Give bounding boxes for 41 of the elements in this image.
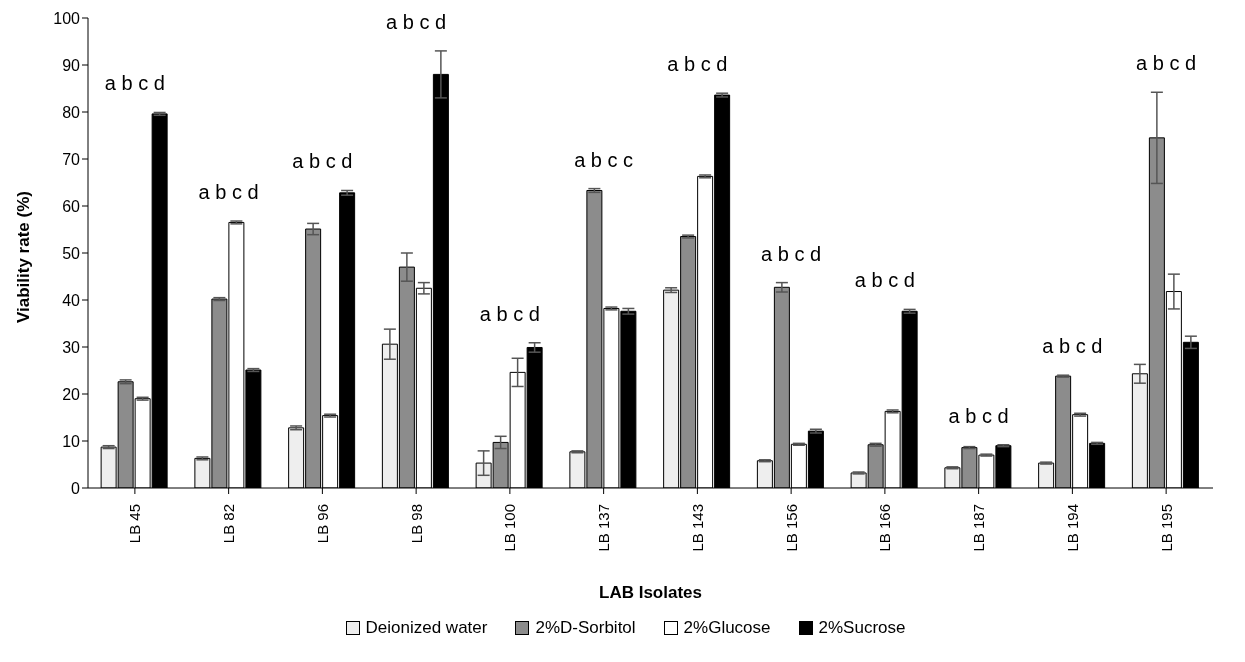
y-tick-label: 40 [62,291,81,309]
x-tick-label: LB 137 [595,504,613,552]
x-tick-label: LB 195 [1157,504,1175,552]
y-tick-label: 60 [62,197,81,215]
legend-label: Deionized water [365,618,488,638]
x-tick-label: LB 194 [1063,504,1081,552]
annotation: a b c d [104,72,165,95]
x-tick-label: LB 100 [501,504,519,552]
y-tick-label: 70 [62,150,81,168]
y-tick-label: 100 [53,9,81,27]
annotation: a b c d [761,242,822,265]
x-tick-label: LB 166 [876,504,894,552]
y-tick-label: 80 [62,103,81,121]
annotation: a b c d [386,10,447,33]
x-tick-label: LB 187 [970,504,988,552]
annotation: a b c d [1042,335,1103,358]
annotation: a b c d [292,150,353,173]
annotation: a b c d [854,269,915,292]
x-axis-title: LAB Isolates [599,583,702,602]
annotation: a b c c [574,148,634,171]
x-tick-label: LB 143 [688,504,706,552]
legend-label: 2%D-Sorbitol [535,618,636,638]
annotation: a b c d [948,404,1009,427]
x-tick-label: LB 98 [407,504,425,544]
y-tick-label: 20 [62,385,81,403]
annotation: a b c d [198,181,259,204]
x-tick-label: LB 156 [782,504,800,552]
y-tick-label: 0 [71,479,81,497]
y-tick-label: 30 [62,338,81,356]
annotation: a b c d [1136,52,1197,75]
annotation: a b c d [479,302,540,325]
x-tick-label: LB 96 [313,504,331,544]
legend-label: 2%Sucrose [818,618,906,638]
annotation: a b c d [667,53,728,76]
y-tick-label: 10 [62,432,81,450]
legend-label: 2%Glucose [683,618,771,638]
y-axis-title: Viability rate (%) [14,191,34,323]
y-tick-label: 90 [62,56,81,74]
x-tick-label: LB 82 [220,504,238,544]
y-tick-label: 50 [62,244,81,262]
x-tick-label: LB 45 [126,504,144,544]
